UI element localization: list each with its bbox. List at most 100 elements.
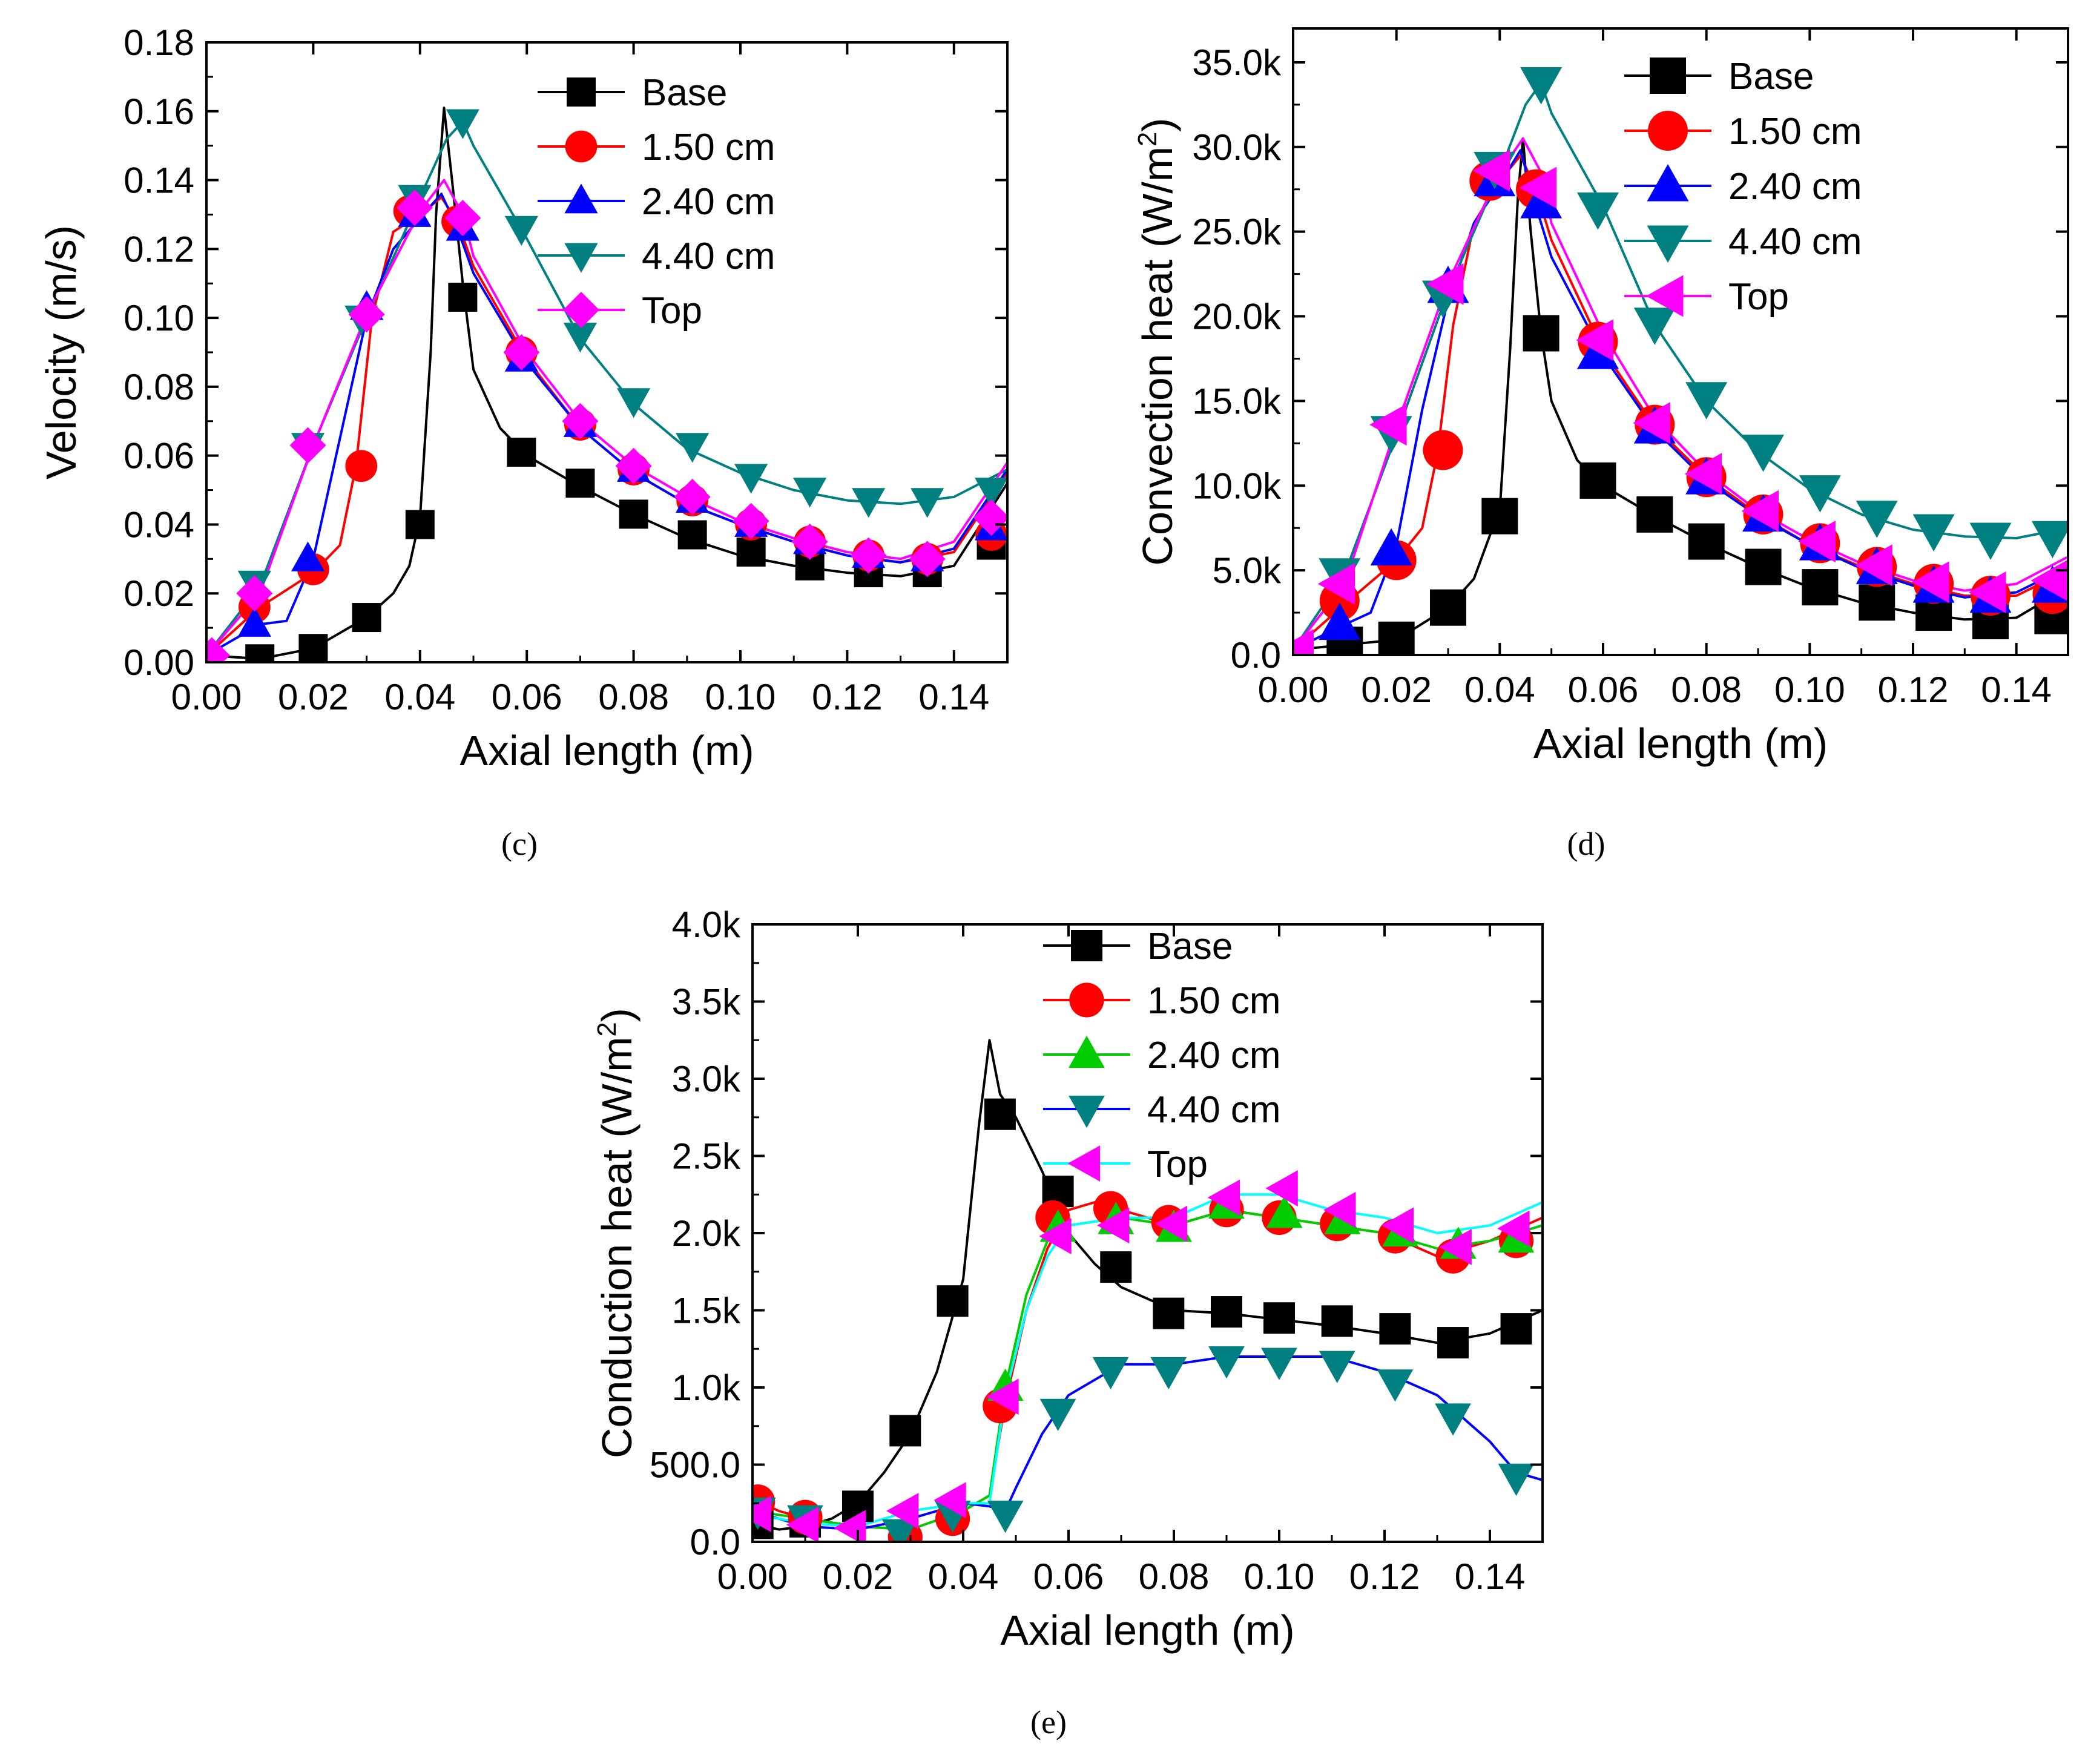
data-point-0-10 — [1859, 584, 1895, 621]
y-tick-label: 500.0 — [650, 1445, 740, 1486]
x-tick-label: 0.02 — [278, 677, 349, 717]
panel-caption: (e) — [1030, 1704, 1067, 1740]
data-point-2-0 — [237, 607, 271, 637]
data-point-0-7 — [619, 499, 648, 529]
y-tick-label: 0.10 — [124, 298, 194, 338]
data-point-3-12 — [1435, 1403, 1471, 1436]
legend: Base 1.50 cm 2.40 cm 4.40 cm Top — [1624, 56, 1862, 318]
data-point-3-11 — [1377, 1369, 1414, 1402]
data-point-4-5 — [444, 200, 481, 237]
data-point-4-7 — [1097, 1207, 1130, 1244]
x-tick-label: 0.02 — [1361, 670, 1432, 710]
legend-label-0: Base — [1147, 926, 1233, 967]
series-group — [1293, 67, 2068, 655]
data-point-0-5 — [984, 1098, 1016, 1130]
series-line-2 — [1293, 149, 2068, 651]
x-tick-label: 0.10 — [1774, 670, 1845, 710]
plot-frame — [1292, 27, 2069, 656]
data-point-4-10 — [1798, 521, 1836, 563]
data-point-4-0 — [1293, 629, 1314, 655]
series-line-2 — [753, 1208, 1543, 1531]
legend-marker-4 — [1067, 1145, 1101, 1182]
data-point-3-10 — [1856, 501, 1898, 538]
legend-label-0: Base — [1728, 56, 1814, 97]
y-tick-label: 0.12 — [124, 229, 194, 269]
x-tick-label: 0.04 — [1464, 670, 1535, 710]
legend-label-1: 1.50 cm — [1147, 980, 1281, 1022]
data-point-0-2 — [1430, 589, 1466, 626]
data-point-0-7 — [1688, 523, 1725, 560]
data-point-3-12 — [911, 488, 944, 518]
y-tick-label: 0.00 — [124, 642, 194, 683]
series-line-1 — [753, 1201, 1543, 1531]
data-point-4-3 — [348, 296, 385, 333]
data-point-3-7 — [617, 388, 651, 418]
data-point-4-1 — [236, 575, 273, 612]
data-point-4-4 — [1472, 150, 1510, 192]
data-point-4-4 — [396, 189, 433, 226]
legend-marker-2 — [1069, 1035, 1105, 1068]
x-tick-label: 0.04 — [384, 677, 455, 717]
data-point-0-3 — [889, 1415, 921, 1447]
legend-marker-1 — [1648, 111, 1688, 151]
x-tick-label: 0.00 — [171, 677, 242, 717]
x-tick-label: 0.06 — [1568, 670, 1639, 710]
data-point-0-10 — [1263, 1302, 1295, 1334]
data-point-3-4 — [446, 109, 479, 139]
series-line-4 — [206, 179, 1007, 656]
panel-caption: (c) — [501, 826, 538, 862]
series-line-2 — [206, 193, 1007, 657]
data-point-4-11 — [1855, 544, 1892, 587]
data-point-3-13 — [1498, 1463, 1535, 1496]
y-tick-label: 0.0 — [690, 1522, 740, 1562]
x-tick-label: 0.06 — [1033, 1556, 1104, 1597]
x-tick-label: 0.14 — [918, 677, 989, 717]
y-tick-label: 2.5k — [672, 1136, 741, 1177]
data-point-4-3 — [886, 1493, 919, 1529]
series-line-3 — [753, 1355, 1543, 1531]
y-tick-label: 15.0k — [1192, 381, 1282, 421]
y-tick-label: 0.14 — [124, 160, 194, 201]
legend: Base 1.50 cm 2.40 cm 4.40 cm Top — [1043, 926, 1281, 1185]
y-tick-label: 0.16 — [124, 91, 194, 132]
y-tick-label: 0.18 — [124, 22, 194, 63]
data-point-0-8 — [1153, 1297, 1185, 1329]
x-axis-label: Axial length (m) — [459, 727, 754, 774]
y-axis-label-tail: ) — [1134, 118, 1181, 132]
legend-label-1: 1.50 cm — [642, 127, 776, 168]
legend-label-2: 2.40 cm — [1728, 166, 1862, 208]
data-point-0-7 — [1100, 1251, 1132, 1283]
y-tick-label: 30.0k — [1192, 127, 1282, 168]
x-tick-label: 0.14 — [1455, 1556, 1526, 1597]
data-point-0-5 — [1579, 462, 1616, 499]
y-tick-label: 0.04 — [124, 504, 194, 545]
data-point-4-6 — [1576, 319, 1613, 361]
legend-label-1: 1.50 cm — [1728, 111, 1862, 153]
y-tick-label: 0.0 — [1231, 635, 1281, 676]
x-axis-label: Axial length (m) — [1000, 1607, 1294, 1654]
data-point-0-4 — [448, 282, 478, 312]
legend-marker-3 — [564, 243, 598, 273]
x-tick-label: 0.08 — [1139, 1556, 1210, 1597]
data-point-4-8 — [1154, 1205, 1188, 1242]
data-point-4-2 — [289, 427, 326, 464]
data-point-3-13 — [974, 478, 1007, 508]
legend-marker-4 — [563, 292, 599, 328]
y-axis-label-sup: 2 — [593, 1022, 622, 1036]
y-tick-label: 20.0k — [1192, 297, 1282, 337]
legend-marker-4 — [1646, 275, 1684, 317]
data-point-3-4 — [1520, 67, 1563, 105]
series-line-1 — [1293, 154, 2068, 651]
y-tick-label: 4.0k — [672, 904, 741, 945]
y-tick-label: 0.08 — [124, 367, 194, 407]
legend-label-3: 4.40 cm — [1147, 1089, 1281, 1131]
data-point-0-6 — [1636, 496, 1673, 533]
data-point-0-3 — [1481, 498, 1518, 535]
x-tick-label: 0.10 — [705, 677, 776, 717]
legend-label-0: Base — [642, 72, 727, 114]
y-axis-label: Convection heat (W/m2) — [1133, 118, 1181, 566]
data-point-0-9 — [736, 537, 766, 567]
data-point-4-13 — [1439, 1229, 1472, 1265]
x-tick-label: 0.00 — [717, 1556, 788, 1597]
